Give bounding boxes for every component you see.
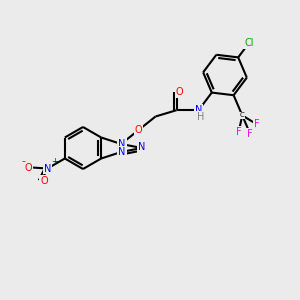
Text: N: N: [118, 139, 126, 149]
Text: C: C: [240, 112, 244, 118]
Text: O: O: [176, 87, 183, 97]
Text: O: O: [40, 176, 48, 186]
Text: +: +: [52, 158, 58, 166]
Text: N: N: [195, 105, 202, 115]
Text: N: N: [118, 147, 126, 157]
Text: F: F: [254, 119, 260, 129]
Text: F: F: [236, 127, 242, 137]
Text: Cl: Cl: [244, 38, 254, 48]
Text: N: N: [44, 164, 51, 173]
Text: O: O: [24, 163, 32, 172]
Text: -: -: [21, 157, 25, 166]
Text: H: H: [197, 112, 204, 122]
Text: O: O: [134, 125, 142, 135]
Text: F: F: [247, 129, 253, 139]
Text: N: N: [138, 142, 146, 152]
